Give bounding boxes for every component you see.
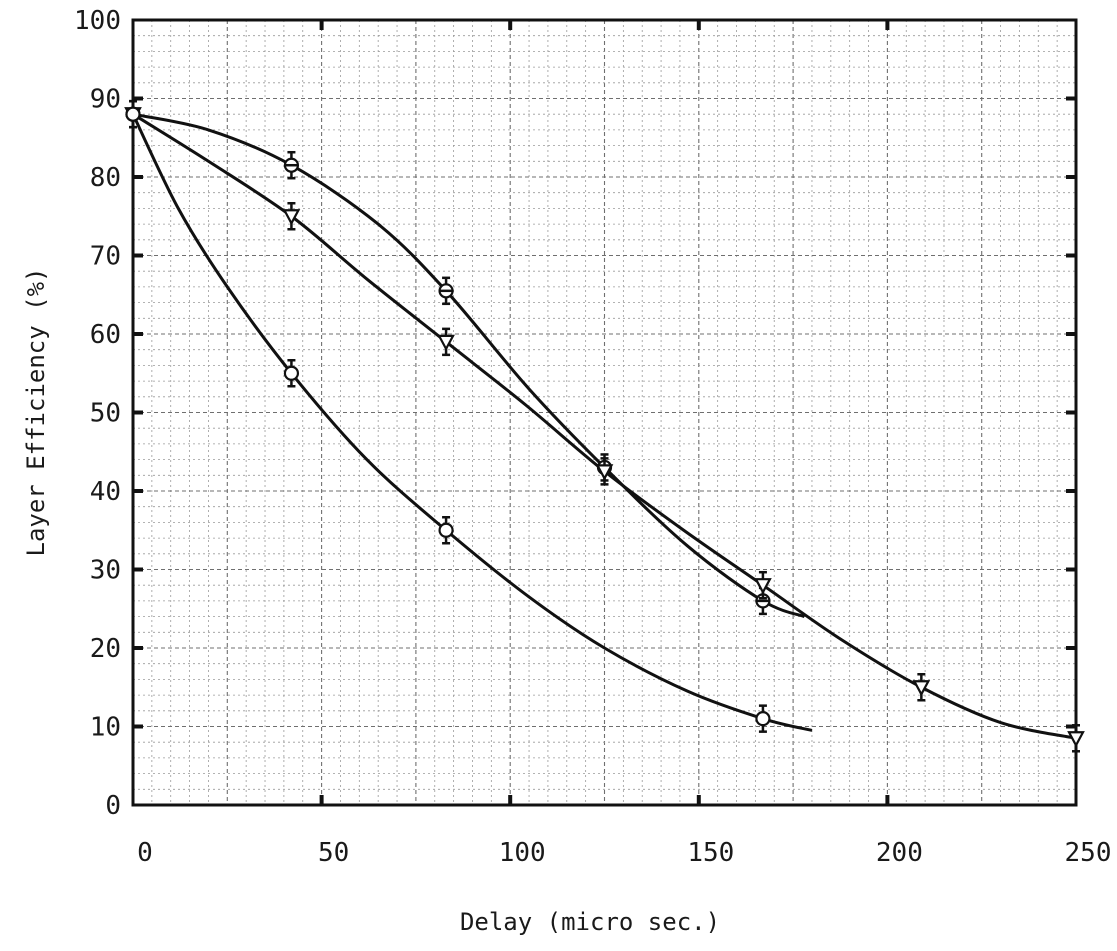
y-tick-label: 30 <box>90 556 121 586</box>
series-3-point <box>125 99 141 129</box>
y-tick-label: 0 <box>105 791 121 821</box>
circle-marker <box>125 106 141 122</box>
series-3-point <box>438 516 454 545</box>
tick-marks <box>133 20 1076 805</box>
y-tick-label: 70 <box>90 242 121 272</box>
triangle-marker <box>595 464 614 481</box>
x-tick-label: 100 <box>499 838 546 868</box>
y-tick-label: 40 <box>90 477 121 507</box>
series-3-line <box>131 113 813 732</box>
series-2-point <box>754 570 772 600</box>
y-tick-label: 50 <box>90 399 121 429</box>
grid <box>133 20 1076 805</box>
x-tick-label: 250 <box>1065 838 1112 868</box>
y-tick-labels: 0 10 20 30 40 50 60 70 80 90 100 <box>74 6 121 821</box>
triangle-marker <box>1067 731 1085 748</box>
y-tick-label: 20 <box>90 634 121 664</box>
series-2-point <box>282 202 301 231</box>
y-tick-label: 90 <box>90 85 121 115</box>
y-tick-label: 10 <box>90 713 121 743</box>
y-tick-label: 100 <box>74 6 121 36</box>
circle-marker <box>283 365 300 381</box>
y-tick-label: 80 <box>90 163 121 193</box>
triangle-marker <box>912 680 931 697</box>
series-2-point <box>912 673 931 702</box>
series-3-point <box>755 704 771 733</box>
y-tick-label: 60 <box>90 320 121 350</box>
series-1-point <box>283 150 300 180</box>
circle-marker <box>438 522 454 538</box>
markers <box>124 99 1085 753</box>
x-tick-labels: 0 50 100 150 200 250 <box>137 838 1111 868</box>
x-axis-title: Delay (micro sec.) <box>460 908 720 936</box>
series-1-point <box>438 276 454 306</box>
series-2-point <box>1067 724 1085 753</box>
series-2-point <box>437 327 455 357</box>
x-tick-label: 200 <box>876 838 923 868</box>
series-3-point <box>283 359 300 388</box>
x-tick-label: 150 <box>687 838 734 868</box>
circle-marker <box>755 711 771 727</box>
x-tick-label: 50 <box>318 838 349 868</box>
triangle-marker <box>282 209 301 226</box>
series-1-line <box>132 112 805 619</box>
triangle-marker <box>437 334 455 352</box>
y-axis-title: Layer Efficiency (%) <box>22 268 50 557</box>
triangle-marker <box>754 578 772 595</box>
x-tick-label: 0 <box>137 838 153 868</box>
series-2-point <box>595 457 614 486</box>
